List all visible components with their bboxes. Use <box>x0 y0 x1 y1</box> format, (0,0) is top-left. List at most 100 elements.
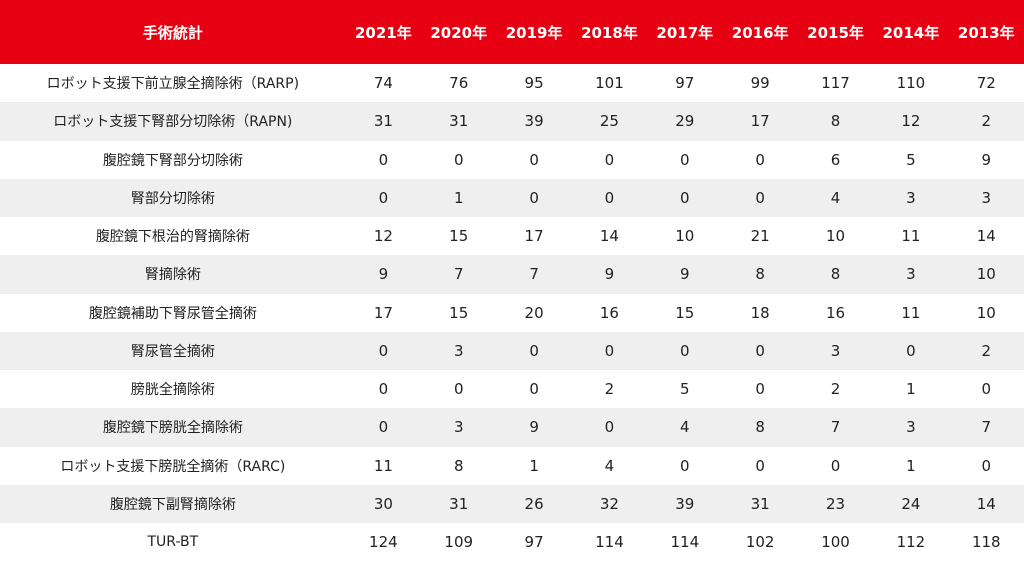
count-cell: 10 <box>976 303 996 322</box>
count-cell: 0 <box>755 188 765 207</box>
header-year-cell: 2020年 <box>430 23 488 42</box>
table-row: ロボット支援下膀胱全摘術（RARC) 11 8 1 4 0 0 0 1 0 <box>0 446 1024 485</box>
count-cell: 9 <box>529 418 539 437</box>
count-cell: 9 <box>604 265 615 284</box>
header-year-cell: 2019年 <box>505 23 563 42</box>
header-year-cell: 2021年 <box>354 23 412 42</box>
header-year-cell: 2017年 <box>656 23 714 42</box>
count-cell: 10 <box>976 265 996 284</box>
count-cell: 15 <box>675 303 695 322</box>
count-cell: 8 <box>830 112 841 131</box>
count-cell: 0 <box>453 380 464 399</box>
table-row: 腹腔鏡下根治的腎摘除術 12 15 17 14 10 21 10 11 14 <box>0 217 1024 256</box>
count-cell: 74 <box>373 74 393 93</box>
header-row: 手術統計 2021年 2020年 2019年 2018年 2017年 2016年 2015年 2… <box>0 0 1024 64</box>
count-cell: 3 <box>453 418 464 437</box>
count-cell: 17 <box>524 227 544 246</box>
procedure-name-cell: 腎尿管全摘術 <box>130 343 215 360</box>
count-cell: 3 <box>453 341 464 360</box>
table-body: ロボット支援下前立腺全摘除術（RARP) 74 76 95 101 97 99 117 110 7… <box>0 64 1024 561</box>
count-cell: 2 <box>604 380 615 399</box>
count-cell: 2 <box>981 341 992 360</box>
count-cell: 16 <box>599 303 619 322</box>
header-title-cell: 手術統計 <box>142 23 203 42</box>
count-cell: 0 <box>755 380 765 399</box>
count-cell: 23 <box>825 494 846 513</box>
count-cell: 10 <box>825 227 846 246</box>
count-cell: 14 <box>976 227 996 246</box>
count-cell: 4 <box>830 188 841 207</box>
count-cell: 39 <box>524 112 544 131</box>
count-cell: 12 <box>373 227 393 246</box>
count-cell: 114 <box>670 533 700 552</box>
header-year-cell: 2016年 <box>731 23 789 42</box>
count-cell: 102 <box>745 533 775 552</box>
count-cell: 4 <box>680 418 690 437</box>
count-cell: 0 <box>981 380 992 399</box>
table-row: 腎尿管全摘術 0 3 0 0 0 0 3 0 2 <box>0 331 1024 370</box>
count-cell: 10 <box>675 227 695 246</box>
procedure-name-cell: 腹腔鏡下膀胱全摘除術 <box>102 420 243 437</box>
count-cell: 0 <box>680 456 690 475</box>
procedure-name-cell: 腹腔鏡補助下腎尿管全摘術 <box>88 305 257 322</box>
count-cell: 14 <box>599 227 619 246</box>
count-cell: 5 <box>680 380 690 399</box>
header-year-cell: 2015年 <box>807 23 864 42</box>
count-cell: 110 <box>896 74 926 93</box>
count-cell: 0 <box>755 456 765 475</box>
count-cell: 6 <box>830 150 841 169</box>
count-cell: 3 <box>830 341 841 360</box>
header-year-cell: 2014年 <box>882 23 940 42</box>
table-row: 腹腔鏡下腎部分切除術 0 0 0 0 0 0 6 5 9 <box>0 140 1024 179</box>
table-row: 腎摘除術 9 7 7 9 9 8 8 3 10 <box>0 255 1024 294</box>
count-cell: 32 <box>599 494 619 513</box>
count-cell: 16 <box>825 303 846 322</box>
count-cell: 95 <box>524 74 544 93</box>
count-cell: 100 <box>821 533 850 552</box>
table-row: 腹腔鏡補助下腎尿管全摘術 17 15 20 16 15 18 16 11 10 <box>0 293 1024 332</box>
count-cell: 0 <box>378 418 389 437</box>
header-year-cell: 2013年 <box>957 23 1015 42</box>
count-cell: 9 <box>378 265 389 284</box>
count-cell: 0 <box>981 456 992 475</box>
count-cell: 124 <box>369 533 398 552</box>
procedure-name-cell: ロボット支援下膀胱全摘術（RARC) <box>60 458 286 475</box>
count-cell: 30 <box>373 494 393 513</box>
count-cell: 9 <box>680 265 690 284</box>
count-cell: 0 <box>906 341 916 360</box>
table-row: 腹腔鏡下副腎摘除術 30 31 26 32 39 31 23 24 14 <box>0 484 1024 523</box>
count-cell: 14 <box>976 494 996 513</box>
count-cell: 20 <box>524 303 544 322</box>
count-cell: 0 <box>755 341 765 360</box>
procedure-name-cell: 腹腔鏡下根治的腎摘除術 <box>95 229 250 246</box>
count-cell: 17 <box>750 112 770 131</box>
count-cell: 12 <box>901 112 921 131</box>
count-cell: 1 <box>529 456 539 475</box>
count-cell: 0 <box>378 380 389 399</box>
count-cell: 26 <box>524 494 544 513</box>
count-cell: 3 <box>906 265 916 284</box>
table-row: ロボット支援下腎部分切除術（RAPN) 31 31 39 25 29 17 8 12 2 <box>0 102 1024 141</box>
count-cell: 0 <box>529 188 539 207</box>
count-cell: 0 <box>604 150 615 169</box>
procedure-name-cell: ロボット支援下腎部分切除術（RAPN) <box>53 114 293 131</box>
count-cell: 31 <box>449 112 469 131</box>
count-cell: 2 <box>830 380 841 399</box>
count-cell: 18 <box>750 303 770 322</box>
count-cell: 0 <box>453 150 464 169</box>
count-cell: 3 <box>906 188 916 207</box>
count-cell: 2 <box>981 112 992 131</box>
count-cell: 8 <box>830 265 841 284</box>
count-cell: 97 <box>524 533 544 552</box>
count-cell: 0 <box>529 341 539 360</box>
procedure-name-cell: 腎摘除術 <box>144 267 201 284</box>
count-cell: 8 <box>755 265 765 284</box>
count-cell: 15 <box>449 227 469 246</box>
table-row: ロボット支援下前立腺全摘除術（RARP) 74 76 95 101 97 99 117 110 7… <box>0 64 1024 103</box>
count-cell: 1 <box>906 380 916 399</box>
procedure-name-cell: 膀胱全摘除術 <box>130 382 215 399</box>
table-row: 腎部分切除術 0 1 0 0 0 0 4 3 3 <box>0 178 1024 217</box>
count-cell: 0 <box>378 150 389 169</box>
count-cell: 101 <box>595 74 624 93</box>
